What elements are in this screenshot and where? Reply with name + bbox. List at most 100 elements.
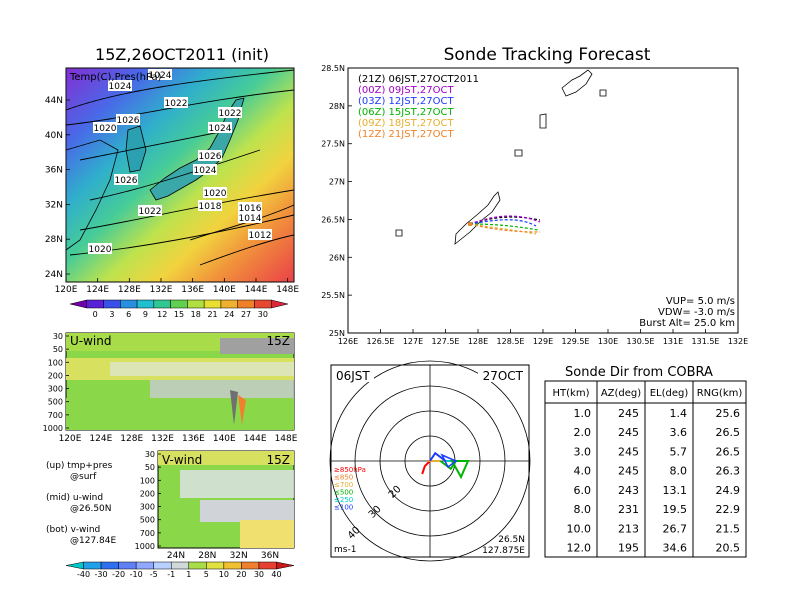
polar-date: 27OCT (483, 369, 524, 383)
table-header: HT(km) (553, 388, 590, 399)
polar-time: 06JST (336, 369, 370, 383)
table-cell: 26.3 (716, 465, 741, 478)
polar-ring (329, 360, 531, 562)
polar-unit: ms-1 (334, 545, 356, 555)
polar-level-label: ≤100 (334, 504, 353, 512)
isobar-label: 1022 (139, 207, 162, 217)
map-inner-label: Temp(C),Pres(hPa) (69, 72, 162, 83)
isobar-label: 1020 (94, 124, 117, 134)
polar-level-label: ≤250 (334, 496, 353, 504)
sonde-track (469, 215, 541, 225)
wind-colorbar-label: 20 (236, 570, 246, 579)
track-y-tick: 25.5N (321, 291, 345, 300)
wind-colorbar-label: -1 (167, 570, 175, 579)
table-cell: 8.0 (670, 465, 688, 478)
track-x-tick: 130.5E (627, 337, 655, 346)
wind-colorbar-label: 40 (271, 570, 281, 579)
note-text: (bot) v-wind (46, 525, 100, 535)
amami-island (561, 69, 593, 97)
track-legend-entry: (03Z) 12JST,27OCT (358, 96, 454, 107)
temp-colorbar-label: 9 (143, 310, 148, 319)
polar-level-label: ≤500 (334, 489, 353, 497)
track-x-tick: 129.5E (562, 337, 590, 346)
polar-lon: 127.875E (482, 546, 525, 556)
isobar-label: 1014 (239, 214, 262, 224)
map-x-tick: 120E (55, 285, 78, 295)
temp-colorbar-label: 27 (241, 310, 251, 319)
table-cell: 5.7 (670, 445, 688, 458)
temp-colorbar-label: 0 (93, 310, 98, 319)
small-island-3 (395, 229, 403, 237)
map-x-tick: 132E (150, 285, 173, 295)
map-x-tick: 124E (86, 285, 109, 295)
table-cell: 13.1 (663, 484, 688, 497)
track-y-tick: 27.5N (321, 140, 345, 149)
temp-colorbar-label: 15 (174, 310, 184, 319)
track-y-tick: 28.5N (321, 64, 345, 73)
pressure-tick: 300 (140, 503, 155, 512)
table-cell: 8.0 (574, 503, 592, 516)
sonde-table-title: Sonde Dir from COBRA (565, 365, 713, 380)
track-x-tick: 130E (598, 337, 618, 346)
x-tick: 36N (261, 551, 279, 561)
temp-colorbar-label: 21 (207, 310, 217, 319)
temp-colorbar-label: 30 (258, 310, 268, 319)
wind-colorbar-label: 5 (204, 570, 209, 579)
table-cell: 213 (618, 522, 639, 535)
x-tick: 144E (244, 434, 267, 444)
isobar-label: 1026 (115, 176, 138, 186)
small-island-2 (514, 149, 523, 157)
map-y-tick: 32N (45, 200, 63, 210)
isobar-label: 1024 (109, 82, 132, 92)
track-x-tick: 132E (728, 337, 748, 346)
isobar-label: 1024 (194, 166, 217, 176)
map-x-tick: 136E (181, 285, 204, 295)
track-y-tick: 28N (329, 102, 345, 111)
isobar-label: 1024 (209, 124, 232, 134)
sonde-track (469, 219, 537, 227)
u-wind-panel: U-wind 15Z 30 50 100 200 300 500 700 1000 120E 1… (43, 332, 298, 444)
track-param: Burst Alt= 25.0 km (639, 318, 735, 329)
x-tick: 136E (182, 434, 205, 444)
table-cell: 24.9 (716, 484, 741, 497)
map-y-tick: 40N (45, 131, 63, 141)
track-x-tick: 131.5E (692, 337, 720, 346)
map-x-tick: 140E (213, 285, 236, 295)
wind-colorbar: -40 -30 -20 -10 -5 -1 1 5 10 20 30 40 (65, 561, 295, 579)
track-map: (21Z) 06JST,27OCT2011(00Z) 09JST,27OCT(0… (321, 64, 748, 346)
isobar-label: 1012 (249, 231, 272, 241)
wind-colorbar-label: 10 (219, 570, 229, 579)
table-cell: 12.0 (567, 542, 592, 555)
track-param: VDW= -3.0 m/s (658, 307, 735, 318)
small-island-4 (599, 89, 607, 97)
v-wind-title: V-wind (162, 453, 202, 467)
x-tick: 28N (198, 551, 216, 561)
pressure-tick: 700 (48, 411, 63, 420)
polar-lat: 26.5N (498, 535, 525, 545)
isobar-label: 1022 (219, 109, 242, 119)
temp-colorbar-label: 24 (224, 310, 234, 319)
x-tick: 140E (213, 434, 236, 444)
table-cell: 245 (618, 407, 639, 420)
pressure-tick: 500 (140, 516, 155, 525)
pressure-tick: 50 (53, 345, 63, 354)
track-x-tick: 128E (468, 337, 488, 346)
temp-colorbar-label: 18 (191, 310, 201, 319)
table-cell: 4.0 (574, 465, 592, 478)
map-x-tick: 128E (118, 285, 141, 295)
pressure-tick: 50 (145, 463, 155, 472)
hodograph-segment (429, 451, 447, 462)
v-wind-time: 15Z (267, 453, 291, 467)
pressure-tick: 1000 (135, 542, 155, 551)
isobar-label: 1018 (199, 202, 222, 212)
table-header: AZ(deg) (601, 388, 641, 399)
u-wind-title: U-wind (70, 334, 111, 348)
hodograph-segment (421, 460, 431, 475)
table-cell: 26.5 (716, 426, 741, 439)
track-param: VUP= 5.0 m/s (666, 296, 735, 307)
temperature-colorbar: 0 3 6 9 12 15 18 21 24 27 30 (69, 299, 289, 319)
wind-colorbar-label: 1 (186, 570, 191, 579)
sonde-table: Sonde Dir from COBRA HT(km) AZ(deg) EL(deg… (544, 365, 747, 558)
track-x-tick: 127E (403, 337, 423, 346)
